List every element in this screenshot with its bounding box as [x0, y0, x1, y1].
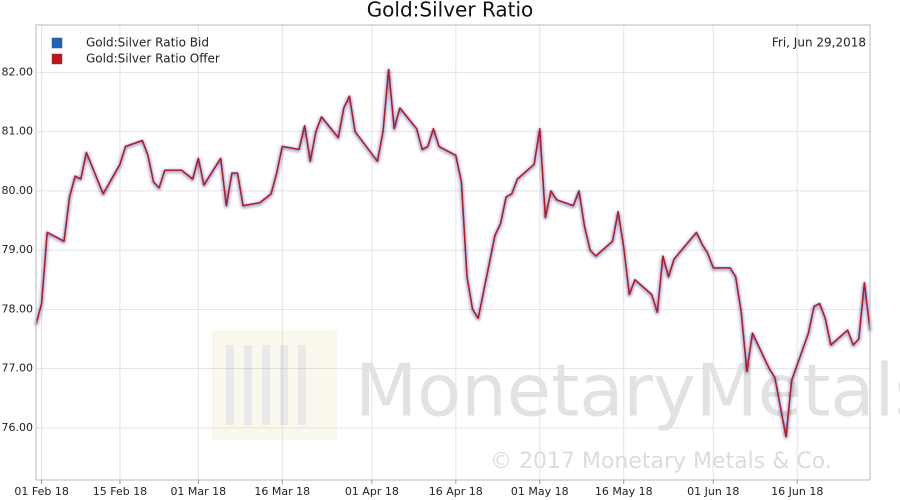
x-tick-label: 01 Apr 18: [345, 485, 399, 498]
y-tick-label: 79.00: [2, 243, 34, 256]
copyright: © 2017 Monetary Metals & Co.: [490, 449, 832, 474]
plot: [35, 68, 871, 438]
x-tick-label: 16 Mar 18: [254, 485, 310, 498]
legend-swatch: [51, 37, 63, 49]
y-tick-label: 81.00: [2, 125, 34, 138]
legend-swatch: [51, 53, 63, 65]
date-label: Fri, Jun 29,2018: [772, 36, 866, 50]
series-line: [35, 68, 871, 438]
y-tick-label: 80.00: [2, 184, 34, 197]
x-tick-label: 01 Feb 18: [14, 485, 68, 498]
plot-frame: [35, 24, 871, 481]
x-tick-label: 01 May 18: [511, 485, 569, 498]
x-tick-label: 01 Mar 18: [170, 485, 226, 498]
legend-label: Gold:Silver Ratio Bid: [86, 36, 209, 50]
y-tick-label: 78.00: [2, 302, 34, 315]
legend-label: Gold:Silver Ratio Offer: [86, 52, 220, 66]
watermark-logo: [212, 330, 337, 440]
y-tick-label: 82.00: [2, 65, 34, 78]
x-tick-label: 16 May 18: [595, 485, 653, 498]
y-tick-label: 77.00: [2, 362, 34, 375]
legend: Gold:Silver Ratio Bid Gold:Silver Ratio O…: [51, 36, 220, 66]
x-tick-label: 16 Apr 18: [429, 485, 483, 498]
x-tick-label: 15 Feb 18: [93, 485, 147, 498]
x-tick-label: 16 Jun 18: [771, 485, 823, 498]
watermark: MonetaryMetals: [355, 349, 900, 433]
y-tick-label: 76.00: [2, 421, 34, 434]
chart-title: Gold:Silver Ratio: [367, 0, 534, 22]
x-tick-label: 01 Jun 18: [687, 485, 739, 498]
